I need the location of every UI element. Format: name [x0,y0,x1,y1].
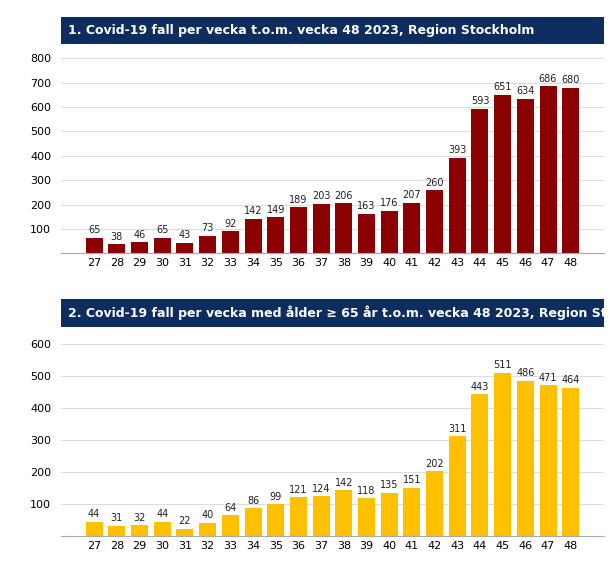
Text: 31: 31 [111,513,123,524]
Bar [312,204,329,253]
Bar [381,210,398,253]
Bar [449,437,466,536]
Bar [222,516,239,536]
Bar [154,237,171,253]
Bar [245,219,262,253]
Bar [109,526,126,536]
Bar [245,508,262,536]
Text: 40: 40 [201,510,214,521]
Text: 46: 46 [134,230,146,240]
Bar [109,244,126,253]
Bar [199,236,216,253]
Bar [176,529,193,536]
Text: 142: 142 [334,478,353,488]
Bar [539,86,556,253]
Bar [336,203,353,253]
Bar [472,395,489,536]
Bar [403,487,420,536]
Text: 680: 680 [562,75,580,85]
Bar [290,207,307,253]
Text: 207: 207 [403,191,421,200]
Bar [472,109,489,253]
Bar [449,158,466,253]
Text: 92: 92 [224,218,237,229]
Text: 44: 44 [88,509,100,519]
Text: 176: 176 [380,198,398,208]
Bar [336,490,353,536]
Text: 124: 124 [312,484,331,494]
Text: 22: 22 [179,516,191,526]
Text: 311: 311 [448,424,467,434]
Text: 206: 206 [334,191,353,200]
Bar [85,237,102,253]
Text: 393: 393 [448,145,467,155]
Bar [267,217,284,253]
Text: 44: 44 [156,509,168,519]
Text: 651: 651 [493,82,512,92]
Bar [267,504,284,536]
Bar [562,388,580,536]
Text: 202: 202 [425,458,444,469]
Bar [539,385,556,536]
Bar [358,498,375,536]
Bar [312,496,329,536]
Bar [85,522,102,536]
Bar [222,231,239,253]
Text: 65: 65 [88,225,101,235]
Text: 686: 686 [539,74,557,84]
Text: 64: 64 [224,503,237,513]
Text: 121: 121 [289,484,307,495]
Bar [562,88,580,253]
Text: 86: 86 [247,496,259,506]
Text: 1. Covid-19 fall per vecka t.o.m. vecka 48 2023, Region Stockholm: 1. Covid-19 fall per vecka t.o.m. vecka … [68,24,535,37]
Bar [403,203,420,253]
Text: 43: 43 [179,230,191,240]
Bar [154,522,171,536]
Bar [131,242,148,253]
Text: 38: 38 [111,232,123,242]
Text: 260: 260 [425,177,444,188]
Text: 203: 203 [312,191,331,202]
Text: 151: 151 [403,475,421,485]
Text: 471: 471 [539,373,558,383]
Bar [517,381,534,536]
Bar [358,214,375,253]
Bar [131,525,148,536]
Bar [494,94,511,253]
Bar [426,471,443,536]
Bar [381,492,398,536]
Bar [176,243,193,253]
Text: 464: 464 [562,375,580,385]
Bar [199,523,216,536]
Text: 73: 73 [201,223,214,233]
Text: 142: 142 [244,206,262,217]
Text: 593: 593 [471,96,489,107]
Text: 2. Covid-19 fall per vecka med ålder ≥ 65 år t.o.m. vecka 48 2023, Region Stockh: 2. Covid-19 fall per vecka med ålder ≥ 6… [68,305,610,320]
Bar [517,98,534,253]
Text: 149: 149 [267,204,285,215]
Bar [426,190,443,253]
Text: 486: 486 [516,368,534,378]
Text: 32: 32 [134,513,146,523]
Text: 634: 634 [516,86,534,96]
Text: 135: 135 [380,480,398,490]
Text: 65: 65 [156,225,168,235]
Text: 511: 511 [493,360,512,370]
Bar [494,373,511,536]
Text: 118: 118 [357,486,376,495]
Bar [290,497,307,536]
Text: 163: 163 [357,201,376,211]
Text: 189: 189 [289,195,307,205]
Text: 443: 443 [471,382,489,392]
Text: 99: 99 [270,491,282,502]
